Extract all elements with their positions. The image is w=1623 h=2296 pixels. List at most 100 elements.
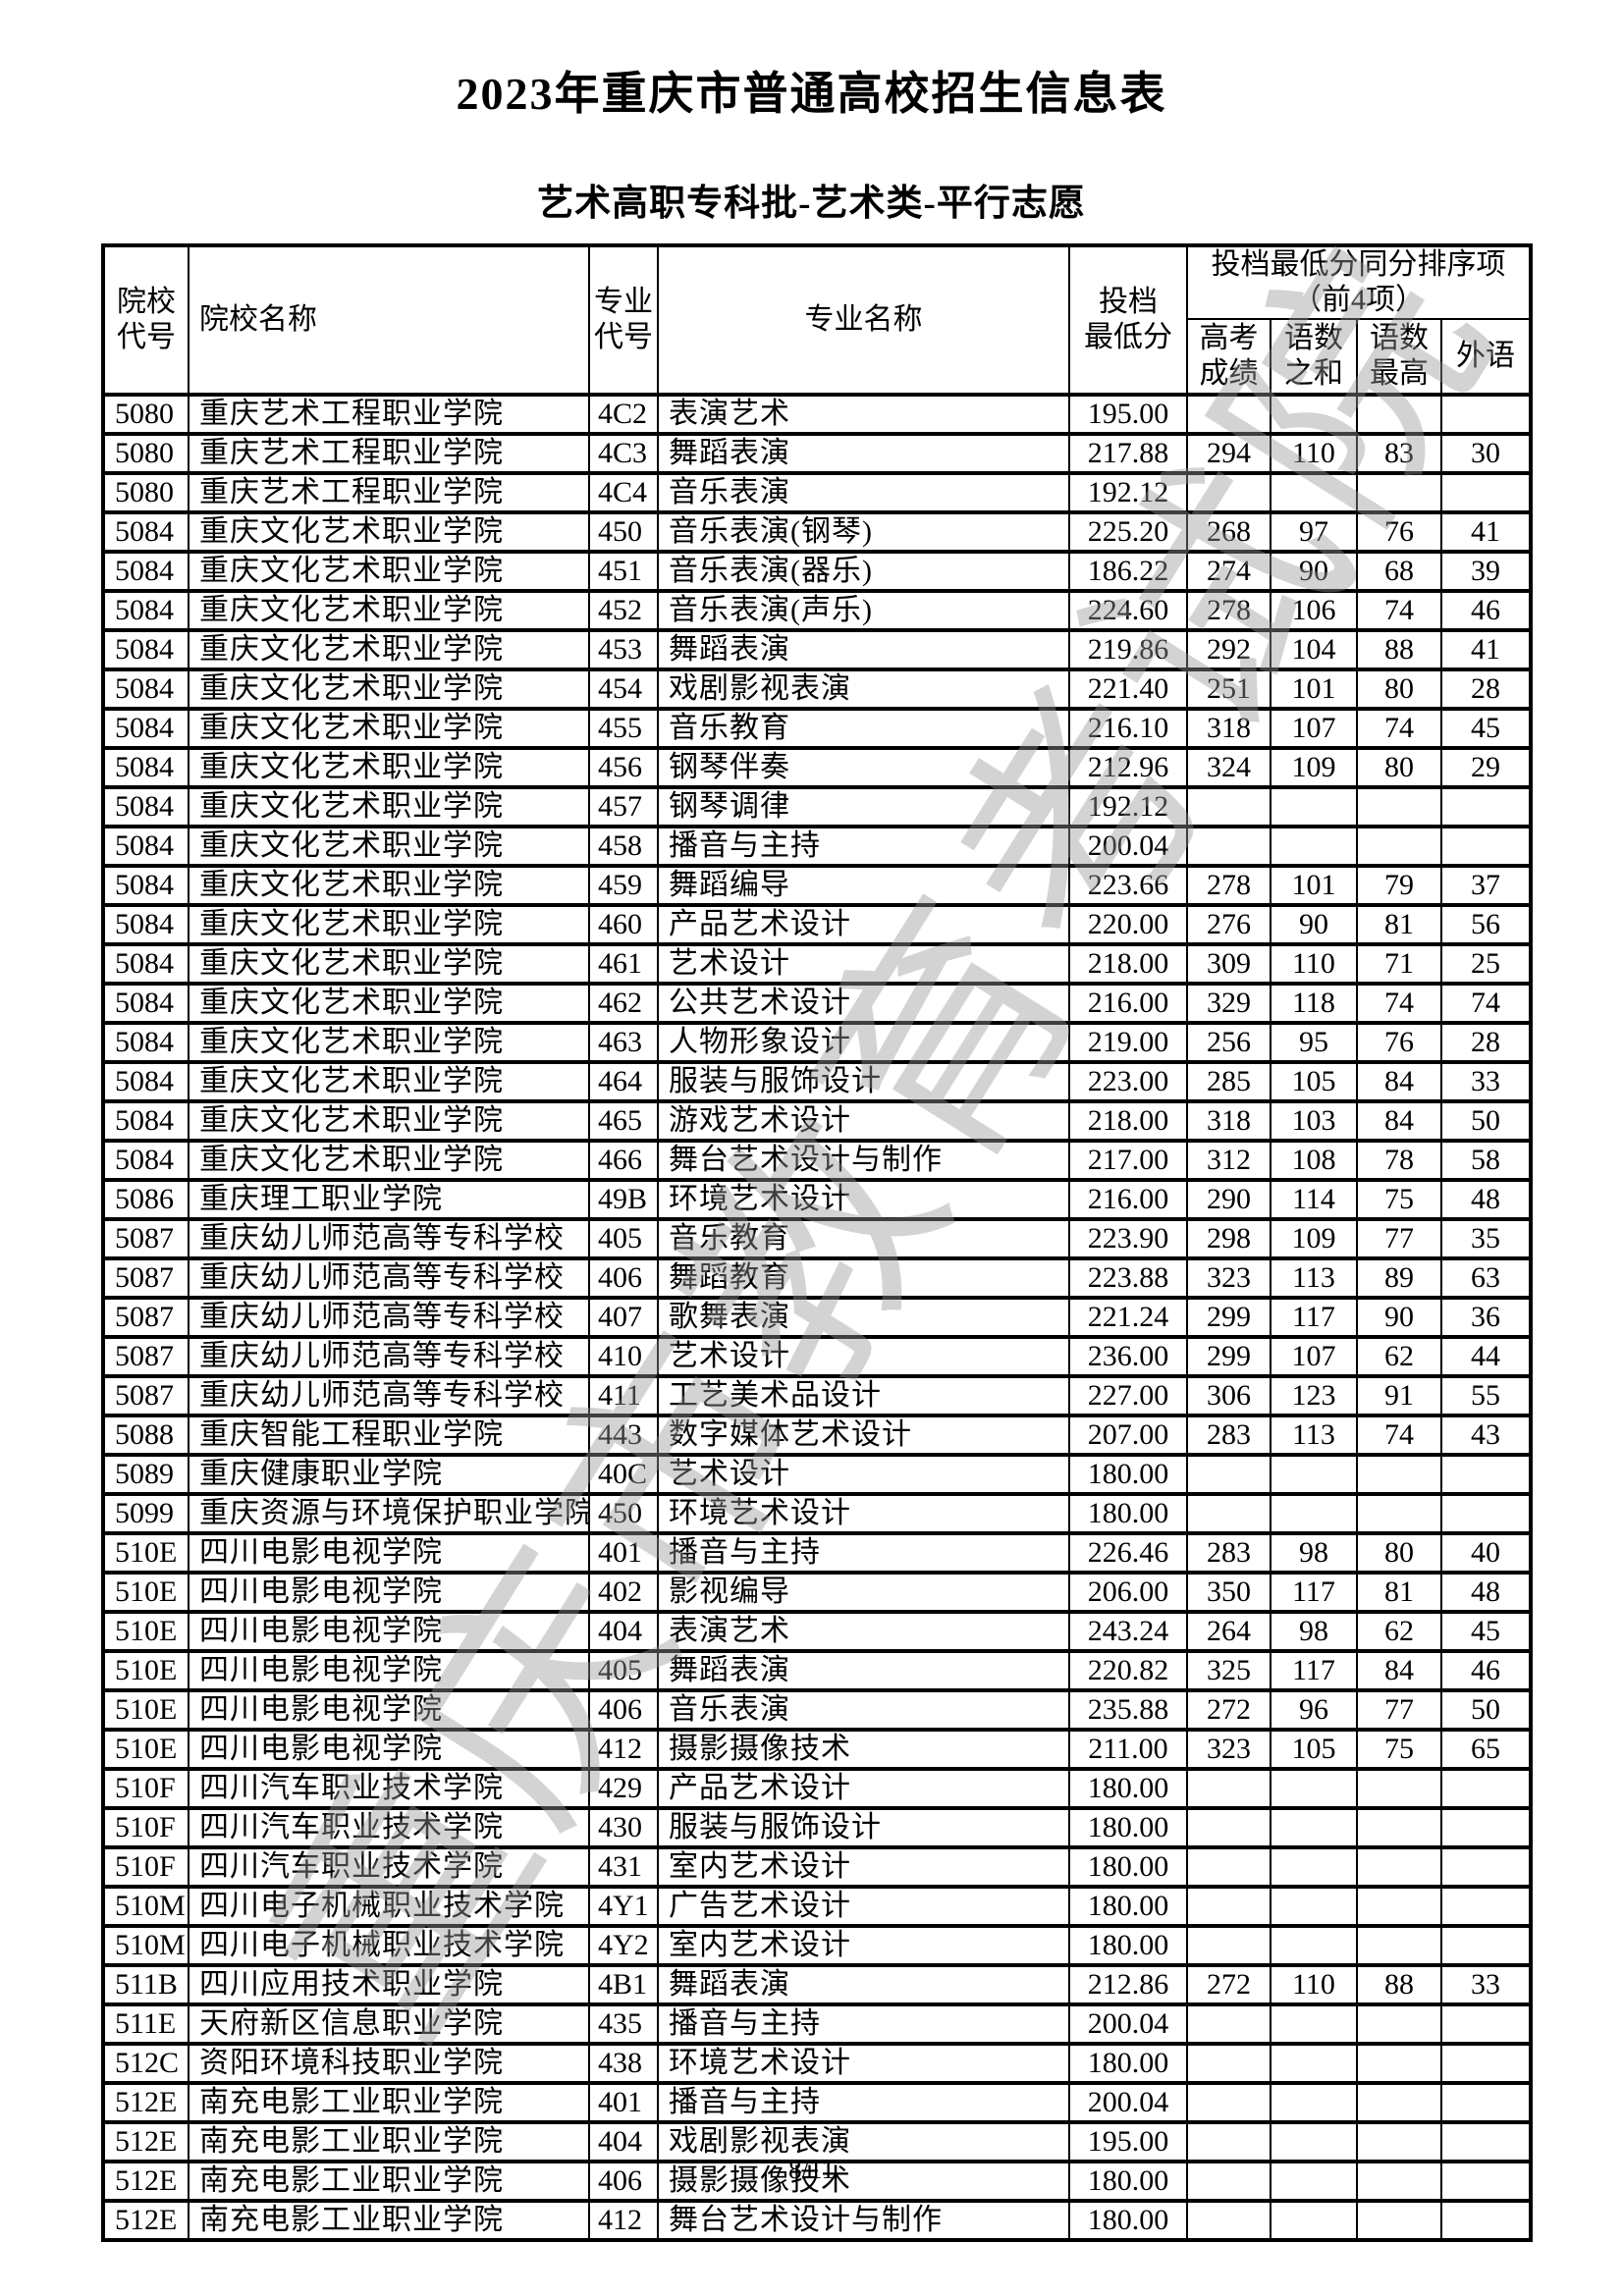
cell-min-score: 216.00	[1068, 1178, 1188, 1220]
cell-foreign-language: 41	[1440, 628, 1532, 670]
cell-college-code: 5087	[102, 1374, 189, 1416]
table-row: 5084 重庆文化艺术职业学院 451 音乐表演(器乐) 186.22 274 90 68 39	[102, 550, 1532, 592]
cell-chinese-math-sum: 105	[1270, 1060, 1358, 1102]
cell-college-name: 重庆文化艺术职业学院	[188, 785, 590, 828]
cell-foreign-language: 74	[1440, 982, 1532, 1024]
cell-major-name: 人物形象设计	[657, 1021, 1070, 1063]
cell-chinese-math-sum: 114	[1270, 1178, 1358, 1220]
cell-major-code: 404	[588, 2120, 659, 2163]
cell-college-name: 四川电影电视学院	[188, 1688, 590, 1731]
cell-major-name: 音乐表演	[657, 1688, 1070, 1731]
cell-major-code: 458	[588, 825, 659, 867]
cell-chinese-math-sum: 110	[1270, 1963, 1358, 2005]
cell-major-name: 影视编导	[657, 1571, 1070, 1613]
table-row: 5080 重庆艺术工程职业学院 4C4 音乐表演 192.12	[102, 471, 1532, 513]
cell-college-name: 重庆幼儿师范高等专科学校	[188, 1296, 590, 1338]
cell-chinese-math-max: 68	[1356, 550, 1442, 592]
cell-college-name: 重庆艺术工程职业学院	[188, 432, 590, 474]
cell-gaokao-score: 264	[1186, 1610, 1271, 1652]
cell-college-name: 重庆文化艺术职业学院	[188, 864, 590, 906]
cell-foreign-language: 41	[1440, 510, 1532, 553]
cell-gaokao-score: 292	[1186, 628, 1271, 670]
cell-min-score: 180.00	[1068, 2160, 1188, 2202]
cell-gaokao-score	[1186, 393, 1271, 435]
cell-chinese-math-max: 75	[1356, 1178, 1442, 1220]
cell-college-code: 5080	[102, 432, 189, 474]
col-header-major-code: 专业 代号	[588, 244, 659, 396]
cell-gaokao-score: 283	[1186, 1414, 1271, 1456]
cell-min-score: 225.20	[1068, 510, 1188, 553]
cell-college-name: 重庆文化艺术职业学院	[188, 589, 590, 631]
cell-major-name: 播音与主持	[657, 1531, 1070, 1574]
cell-major-code: 435	[588, 2002, 659, 2045]
table-row: 512E 南充电影工业职业学院 406 摄影摄像技术 180.00	[102, 2160, 1532, 2202]
cell-college-name: 重庆文化艺术职业学院	[188, 628, 590, 670]
cell-major-code: 405	[588, 1649, 659, 1691]
cell-major-name: 数字媒体艺术设计	[657, 1414, 1070, 1456]
cell-chinese-math-max: 88	[1356, 1963, 1442, 2005]
cell-foreign-language	[1440, 2120, 1532, 2163]
table-row: 5087 重庆幼儿师范高等专科学校 410 艺术设计 236.00 299 107 62 44	[102, 1335, 1532, 1377]
cell-chinese-math-sum: 107	[1270, 1335, 1358, 1377]
cell-gaokao-score: 309	[1186, 942, 1271, 985]
cell-foreign-language: 65	[1440, 1728, 1532, 1770]
cell-chinese-math-max: 74	[1356, 707, 1442, 749]
cell-college-name: 四川汽车职业技术学院	[188, 1767, 590, 1809]
cell-college-code: 5089	[102, 1453, 189, 1495]
cell-college-code: 511E	[102, 2002, 189, 2045]
cell-chinese-math-max	[1356, 1924, 1442, 1966]
cell-gaokao-score	[1186, 1885, 1271, 1927]
cell-chinese-math-max: 79	[1356, 864, 1442, 906]
cell-chinese-math-max	[1356, 2160, 1442, 2202]
cell-chinese-math-max: 84	[1356, 1099, 1442, 1142]
cell-major-code: 452	[588, 589, 659, 631]
cell-major-code: 407	[588, 1296, 659, 1338]
cell-foreign-language: 50	[1440, 1099, 1532, 1142]
cell-foreign-language	[1440, 1767, 1532, 1809]
table-row: 5084 重庆文化艺术职业学院 452 音乐表演(声乐) 224.60 278 106 74 4…	[102, 589, 1532, 631]
cell-foreign-language: 39	[1440, 550, 1532, 592]
cell-chinese-math-max	[1356, 393, 1442, 435]
cell-college-name: 重庆幼儿师范高等专科学校	[188, 1217, 590, 1259]
cell-foreign-language	[1440, 2002, 1532, 2045]
cell-chinese-math-sum: 98	[1270, 1610, 1358, 1652]
cell-gaokao-score: 299	[1186, 1335, 1271, 1377]
cell-min-score: 217.00	[1068, 1139, 1188, 1181]
cell-college-name: 南充电影工业职业学院	[188, 2199, 590, 2241]
cell-chinese-math-max	[1356, 1845, 1442, 1888]
cell-major-code: 406	[588, 1688, 659, 1731]
cell-chinese-math-max: 90	[1356, 1296, 1442, 1338]
cell-gaokao-score: 329	[1186, 982, 1271, 1024]
cell-foreign-language: 48	[1440, 1571, 1532, 1613]
cell-gaokao-score: 272	[1186, 1688, 1271, 1731]
cell-major-code: 4Y2	[588, 1924, 659, 1966]
table-row: 511E 天府新区信息职业学院 435 播音与主持 200.04	[102, 2002, 1532, 2045]
cell-college-code: 5087	[102, 1335, 189, 1377]
cell-chinese-math-sum	[1270, 1885, 1358, 1927]
cell-major-name: 舞台艺术设计与制作	[657, 2199, 1070, 2241]
cell-college-code: 5084	[102, 589, 189, 631]
cell-college-name: 四川电影电视学院	[188, 1571, 590, 1613]
cell-chinese-math-max: 62	[1356, 1610, 1442, 1652]
cell-major-name: 环境艺术设计	[657, 2042, 1070, 2084]
cell-major-code: 4C3	[588, 432, 659, 474]
cell-chinese-math-sum	[1270, 2199, 1358, 2241]
cell-gaokao-score: 312	[1186, 1139, 1271, 1181]
cell-chinese-math-sum: 96	[1270, 1688, 1358, 1731]
cell-chinese-math-sum: 103	[1270, 1099, 1358, 1142]
cell-chinese-math-max	[1356, 825, 1442, 867]
cell-college-name: 重庆文化艺术职业学院	[188, 1060, 590, 1102]
cell-min-score: 223.88	[1068, 1256, 1188, 1299]
cell-major-code: 429	[588, 1767, 659, 1809]
cell-chinese-math-max	[1356, 1453, 1442, 1495]
cell-chinese-math-sum	[1270, 393, 1358, 435]
cell-chinese-math-max: 84	[1356, 1649, 1442, 1691]
cell-college-name: 四川电影电视学院	[188, 1610, 590, 1652]
cell-chinese-math-sum: 109	[1270, 1217, 1358, 1259]
cell-min-score: 223.00	[1068, 1060, 1188, 1102]
cell-chinese-math-max	[1356, 2002, 1442, 2045]
cell-college-code: 510E	[102, 1688, 189, 1731]
cell-major-name: 摄影摄像技术	[657, 1728, 1070, 1770]
cell-college-name: 重庆智能工程职业学院	[188, 1414, 590, 1456]
